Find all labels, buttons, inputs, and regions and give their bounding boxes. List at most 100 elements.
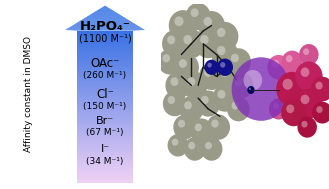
Circle shape	[217, 59, 233, 76]
Polygon shape	[77, 59, 133, 60]
Circle shape	[235, 78, 242, 86]
Polygon shape	[77, 165, 133, 166]
Polygon shape	[77, 161, 133, 162]
Circle shape	[272, 60, 279, 68]
Polygon shape	[77, 67, 133, 68]
Polygon shape	[77, 167, 133, 168]
Polygon shape	[77, 36, 133, 37]
Circle shape	[173, 115, 196, 139]
Polygon shape	[77, 61, 133, 62]
Circle shape	[190, 8, 199, 17]
Polygon shape	[77, 63, 133, 64]
Polygon shape	[77, 35, 133, 36]
Polygon shape	[77, 109, 133, 110]
Polygon shape	[77, 112, 133, 113]
Polygon shape	[77, 158, 133, 159]
Polygon shape	[77, 135, 133, 136]
Circle shape	[211, 119, 219, 128]
Circle shape	[200, 35, 209, 44]
Circle shape	[179, 96, 204, 122]
Polygon shape	[77, 51, 133, 52]
Text: Br⁻: Br⁻	[96, 116, 114, 125]
Polygon shape	[77, 32, 133, 33]
Polygon shape	[77, 181, 133, 182]
Polygon shape	[77, 93, 133, 94]
Polygon shape	[77, 150, 133, 151]
Circle shape	[213, 84, 238, 112]
Polygon shape	[77, 87, 133, 88]
Polygon shape	[77, 90, 133, 91]
Polygon shape	[77, 94, 133, 95]
Polygon shape	[77, 91, 133, 92]
Polygon shape	[77, 40, 133, 41]
Polygon shape	[77, 159, 133, 160]
Polygon shape	[77, 57, 133, 58]
Circle shape	[201, 96, 209, 104]
Circle shape	[188, 142, 195, 149]
Circle shape	[230, 73, 254, 98]
Circle shape	[162, 30, 187, 57]
Polygon shape	[77, 53, 133, 54]
Circle shape	[295, 61, 323, 91]
Circle shape	[172, 139, 178, 146]
Polygon shape	[77, 126, 133, 127]
Polygon shape	[77, 52, 133, 53]
Text: (34 M⁻¹): (34 M⁻¹)	[86, 156, 124, 166]
Polygon shape	[65, 30, 145, 31]
Circle shape	[282, 51, 302, 73]
Polygon shape	[77, 98, 133, 99]
Polygon shape	[77, 171, 133, 172]
Text: I⁻: I⁻	[100, 144, 110, 154]
Polygon shape	[77, 60, 133, 61]
Circle shape	[286, 105, 294, 113]
Circle shape	[281, 99, 306, 126]
Circle shape	[286, 55, 292, 62]
Polygon shape	[98, 9, 112, 10]
Polygon shape	[77, 22, 133, 23]
Circle shape	[184, 101, 192, 110]
Polygon shape	[77, 131, 133, 132]
Circle shape	[204, 68, 212, 77]
Circle shape	[163, 54, 170, 62]
Polygon shape	[69, 27, 141, 28]
Polygon shape	[77, 139, 133, 140]
Polygon shape	[77, 177, 133, 178]
Polygon shape	[77, 79, 133, 80]
Polygon shape	[77, 102, 133, 103]
Polygon shape	[77, 100, 133, 101]
Circle shape	[297, 117, 317, 138]
Circle shape	[167, 36, 175, 44]
Polygon shape	[72, 25, 138, 26]
Polygon shape	[77, 162, 133, 163]
Polygon shape	[77, 173, 133, 174]
Polygon shape	[86, 17, 124, 18]
Polygon shape	[77, 133, 133, 134]
Polygon shape	[77, 119, 133, 120]
Polygon shape	[77, 39, 133, 40]
Polygon shape	[77, 110, 133, 111]
Polygon shape	[77, 58, 133, 59]
Polygon shape	[77, 116, 133, 117]
Polygon shape	[75, 23, 135, 24]
Polygon shape	[77, 149, 133, 150]
Circle shape	[163, 91, 187, 116]
Polygon shape	[95, 11, 115, 12]
Polygon shape	[77, 75, 133, 76]
Polygon shape	[77, 85, 133, 86]
Polygon shape	[77, 182, 133, 183]
Circle shape	[226, 48, 251, 75]
Circle shape	[212, 22, 239, 51]
Circle shape	[301, 121, 308, 128]
Polygon shape	[77, 62, 133, 63]
Circle shape	[269, 98, 289, 119]
Polygon shape	[101, 7, 109, 8]
Polygon shape	[77, 168, 133, 169]
Polygon shape	[77, 99, 133, 100]
Polygon shape	[77, 55, 133, 56]
Circle shape	[207, 63, 212, 68]
Polygon shape	[77, 138, 133, 139]
Polygon shape	[77, 81, 133, 82]
Polygon shape	[84, 18, 126, 19]
Polygon shape	[77, 65, 133, 66]
Circle shape	[158, 49, 181, 74]
